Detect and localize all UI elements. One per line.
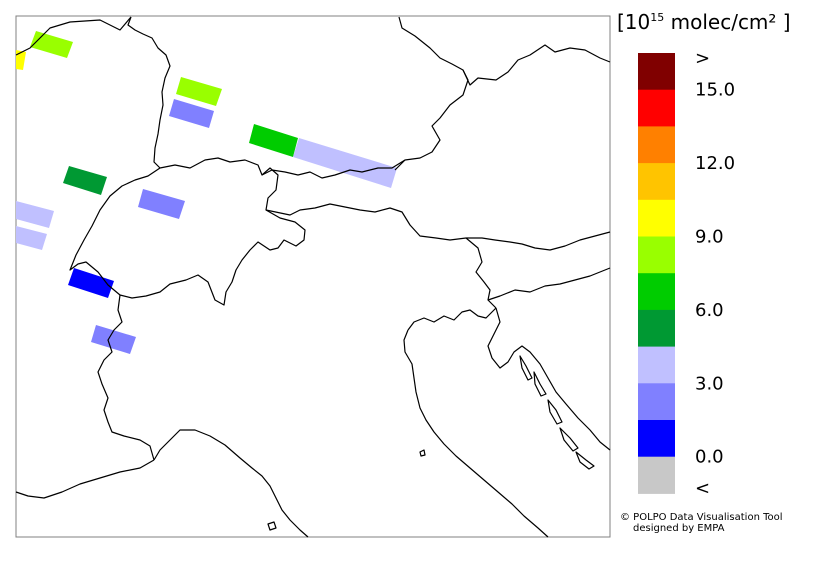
island [519,355,533,381]
border-switzerland [69,157,306,306]
legend-color-box [638,199,675,237]
border-france-germany [127,16,171,169]
island-elba [267,521,277,531]
island [559,427,579,452]
legend-color-box [638,383,675,421]
pixel [91,325,136,354]
legend-color-scale [638,53,675,494]
legend-label: 0.0 [695,447,724,468]
coastlines-and-borders [15,16,611,538]
border-italy-france [97,294,155,461]
credit-line-1: © POLPO Data Visualisation Tool [620,512,783,523]
legend-label: 3.0 [695,373,724,394]
pixel [16,201,54,228]
pixel [249,124,298,157]
credit-line-2: designed by EMPA [633,523,725,534]
border-slovenia-croatia [487,267,611,301]
pixel [176,77,222,106]
border-austria-germany [261,159,406,179]
legend-color-box [638,126,675,164]
legend-label: > [695,48,710,69]
border-austria-italy [265,203,611,251]
credit-text: © POLPO Data Visualisation Tool designed… [620,512,783,534]
coast-italy-west [153,429,309,538]
legend-label: 12.0 [695,153,735,174]
legend-color-box [638,236,675,274]
legend-label: 15.0 [695,80,735,101]
legend-color-box [638,309,675,348]
unit-suffix: molec/cm² ] [664,10,791,34]
legend-color-box [638,163,675,201]
satellite-pixels [16,31,397,354]
border-czech [462,44,611,86]
coast-venice [407,307,497,331]
island [575,451,595,470]
legend-unit-title: [1015 molec/cm² ] [617,10,791,34]
pixel [68,268,114,298]
unit-prefix: [10 [617,10,651,34]
pixel [63,166,107,195]
legend-color-box [638,89,675,127]
legend-color-box [638,420,675,458]
legend-labels: >15.0 12.0 9.0 6.0 3.0 0.0 < [695,48,735,499]
legend-color-box [638,346,675,384]
pixel [16,226,47,250]
pixel [293,138,397,188]
pixel [169,99,214,128]
border-germany-czech [394,16,469,171]
border-italy-slovenia [465,237,497,309]
border-luxembourg [15,16,132,56]
legend-color-box [638,273,675,311]
legend-color-box [638,456,675,494]
coast-france [15,459,155,499]
unit-exponent: 15 [650,11,665,24]
island [419,449,426,457]
pixel [16,50,26,70]
island [547,399,563,425]
coast-croatia [487,307,611,451]
legend-label: < [695,478,710,499]
legend-label: 6.0 [695,300,724,321]
map-frame [15,15,611,538]
coast-italy-east [403,329,549,538]
pixel [138,189,185,219]
legend-label: 9.0 [695,227,724,248]
island [533,371,547,397]
legend-color-box [638,53,675,91]
